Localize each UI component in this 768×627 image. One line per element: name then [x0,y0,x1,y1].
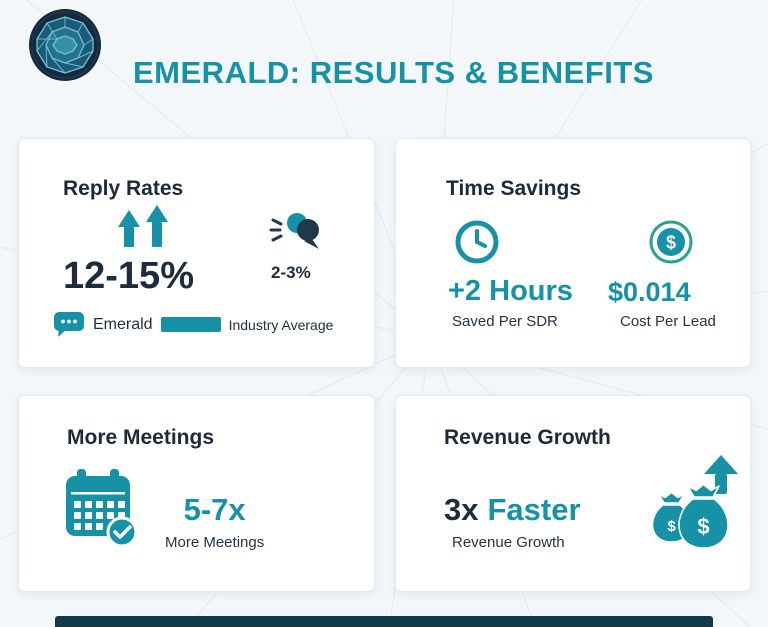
emerald-chat-bubble-icon [54,312,84,337]
money-bags-growth-icon: $ $ [651,455,738,549]
calendar-check-icon [66,469,138,548]
revenue-growth-stat: 3x Faster Revenue Growth [444,492,581,551]
page-title: EMERALD: RESULTS & BENEFITS [133,55,654,90]
revenue-growth-label: Revenue Growth [452,534,565,551]
header: EMERALD: RESULTS & BENEFITS [0,0,768,120]
time-savings-cost-block: $ $0.014 Cost Per Lead [608,219,716,330]
clock-icon [455,220,499,264]
revenue-growth-value: 3x Faster [444,492,581,528]
reply-rates-title: Reply Rates [63,177,184,200]
cost-per-lead-label: Cost Per Lead [620,313,716,330]
cost-per-lead-value: $0.014 [608,277,691,307]
card-revenue-growth: Revenue Growth 3x Faster Revenue Growth $… [395,395,751,592]
revenue-growth-title: Revenue Growth [444,426,611,449]
reply-rate-emerald-value: 12-15% [63,255,194,297]
time-savings-title: Time Savings [446,177,582,200]
footer-bar [55,616,713,627]
hours-saved-label: Saved Per SDR [452,313,558,330]
dollar-coin-icon: $ [649,220,693,264]
small-bag-dollar-glyph: $ [667,518,676,535]
coin-dollar-glyph: $ [666,233,676,253]
meetings-multiplier-label: More Meetings [165,534,265,551]
more-meetings-content: 5-7x More Meetings [61,466,264,552]
more-meetings-stat: 5-7x More Meetings [165,466,264,551]
card-time-savings: Time Savings +2 Hours Saved Per SDR $ $0… [395,138,751,368]
declining-chat-bubbles-icon [269,213,319,249]
reply-rate-industry-value: 2-3% [271,263,311,282]
card-more-meetings: More Meetings 5-7x More Meetings [18,395,375,592]
hours-saved-value: +2 Hours [448,275,573,307]
legend-industry-label: Industry Average [228,316,334,333]
time-savings-hours-block: +2 Hours Saved Per SDR [448,219,573,330]
legend-emerald-label: Emerald [93,315,153,333]
revenue-multiplier: 3x [444,492,479,527]
meetings-multiplier-value: 5-7x [183,492,246,527]
reply-rates-legend: Emerald Industry Average [53,311,333,338]
big-bag-dollar-glyph: $ [697,514,709,539]
double-up-arrows-icon [118,205,168,247]
revenue-faster-text: Faster [487,492,581,527]
more-meetings-title: More Meetings [67,426,215,449]
industry-average-bar [160,317,221,332]
card-reply-rates: Reply Rates 12-15% 2-3% [18,138,375,368]
emerald-gem-logo-icon [29,9,101,81]
